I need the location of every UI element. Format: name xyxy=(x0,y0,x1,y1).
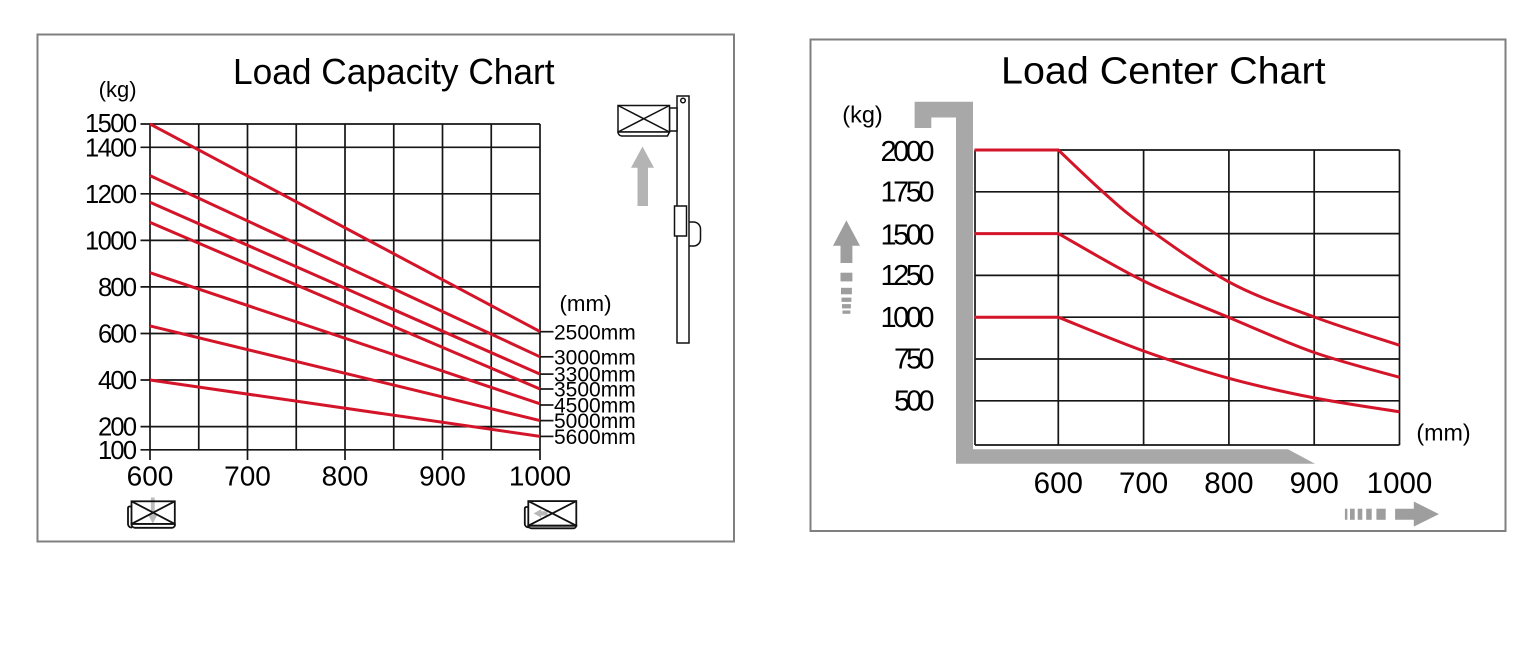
svg-text:3000mm: 3000mm xyxy=(554,346,636,369)
svg-text:700: 700 xyxy=(224,461,271,492)
svg-text:1750: 1750 xyxy=(881,177,935,209)
svg-text:900: 900 xyxy=(1290,467,1339,500)
svg-text:1250: 1250 xyxy=(881,260,935,292)
svg-text:1000: 1000 xyxy=(509,461,571,492)
svg-text:(mm): (mm) xyxy=(1416,420,1470,446)
svg-text:900: 900 xyxy=(419,461,466,492)
svg-text:(kg): (kg) xyxy=(842,102,882,128)
svg-text:700: 700 xyxy=(1119,467,1168,500)
svg-text:100: 100 xyxy=(98,437,137,465)
svg-text:200: 200 xyxy=(98,414,137,442)
svg-text:(mm): (mm) xyxy=(560,291,612,316)
svg-text:800: 800 xyxy=(1204,467,1253,500)
svg-text:600: 600 xyxy=(1034,467,1083,500)
svg-text:Load Capacity Chart: Load Capacity Chart xyxy=(233,51,555,92)
svg-text:500: 500 xyxy=(894,386,935,418)
svg-text:1000: 1000 xyxy=(1367,467,1433,500)
svg-text:1200: 1200 xyxy=(85,181,137,209)
svg-text:3300mm: 3300mm xyxy=(554,364,636,387)
svg-text:800: 800 xyxy=(322,461,369,492)
svg-text:1500: 1500 xyxy=(881,219,935,251)
svg-text:Load Center Chart: Load Center Chart xyxy=(1001,51,1326,93)
svg-text:600: 600 xyxy=(127,461,174,492)
svg-text:5600mm: 5600mm xyxy=(554,426,636,449)
svg-text:4500mm: 4500mm xyxy=(554,395,636,418)
svg-text:2500mm: 2500mm xyxy=(554,321,636,344)
svg-text:5000mm: 5000mm xyxy=(554,410,636,433)
svg-text:1400: 1400 xyxy=(85,134,137,162)
svg-text:1500: 1500 xyxy=(85,110,137,138)
svg-text:2000: 2000 xyxy=(881,136,935,168)
svg-text:1000: 1000 xyxy=(881,302,935,334)
svg-text:3500mm: 3500mm xyxy=(554,379,636,402)
svg-text:800: 800 xyxy=(98,274,137,302)
svg-text:(kg): (kg) xyxy=(99,77,137,102)
svg-text:400: 400 xyxy=(98,367,137,395)
svg-text:600: 600 xyxy=(98,321,137,349)
svg-text:1000: 1000 xyxy=(85,227,137,255)
svg-text:750: 750 xyxy=(894,344,935,376)
